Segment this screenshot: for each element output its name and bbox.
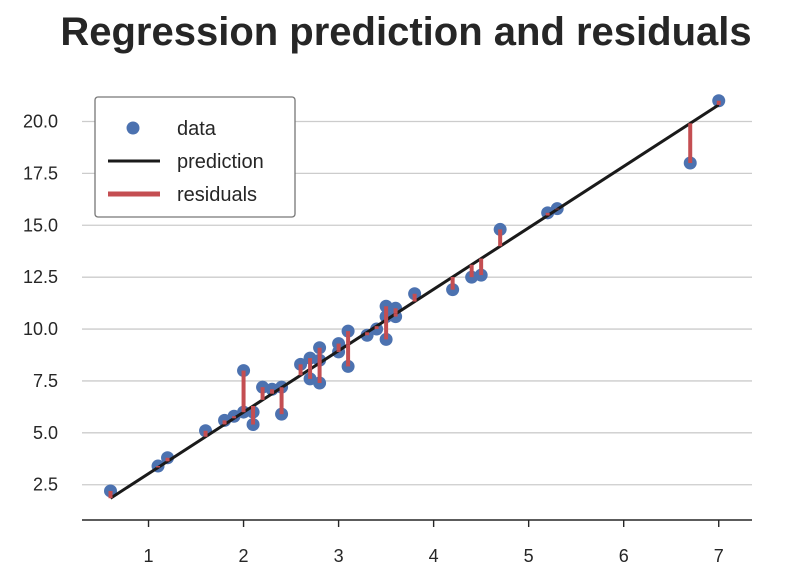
legend-label-residuals: residuals <box>177 184 257 206</box>
y-tick-label: 12.5 <box>23 267 58 287</box>
legend-marker-data <box>126 121 140 135</box>
chart-title: Regression prediction and residuals <box>60 10 752 54</box>
y-tick-label: 17.5 <box>23 163 58 183</box>
y-tick-label: 15.0 <box>23 215 58 235</box>
y-tick-label: 2.5 <box>33 475 58 495</box>
axes <box>82 519 752 527</box>
x-tick-label: 4 <box>429 546 439 566</box>
y-tick-label: 20.0 <box>23 112 58 132</box>
legend: data prediction residuals <box>94 96 296 218</box>
x-tick-label: 6 <box>619 546 629 566</box>
x-tick-label: 7 <box>714 546 724 566</box>
tick-labels: 2.5 5.0 7.5 10.0 12.5 15.0 17.5 20.0 1 2 3 4 5 6 7 <box>23 112 724 566</box>
data-layer <box>104 94 726 500</box>
x-tick-label: 3 <box>334 546 344 566</box>
legend-label-prediction: prediction <box>177 151 264 173</box>
legend-box <box>94 96 296 218</box>
y-tick-label: 5.0 <box>33 423 58 443</box>
x-tick-label: 1 <box>144 546 154 566</box>
legend-label-data: data <box>177 118 217 140</box>
x-tick-label: 5 <box>524 546 534 566</box>
y-tick-label: 7.5 <box>33 371 58 391</box>
x-tick-label: 2 <box>239 546 249 566</box>
y-tick-label: 10.0 <box>23 319 58 339</box>
